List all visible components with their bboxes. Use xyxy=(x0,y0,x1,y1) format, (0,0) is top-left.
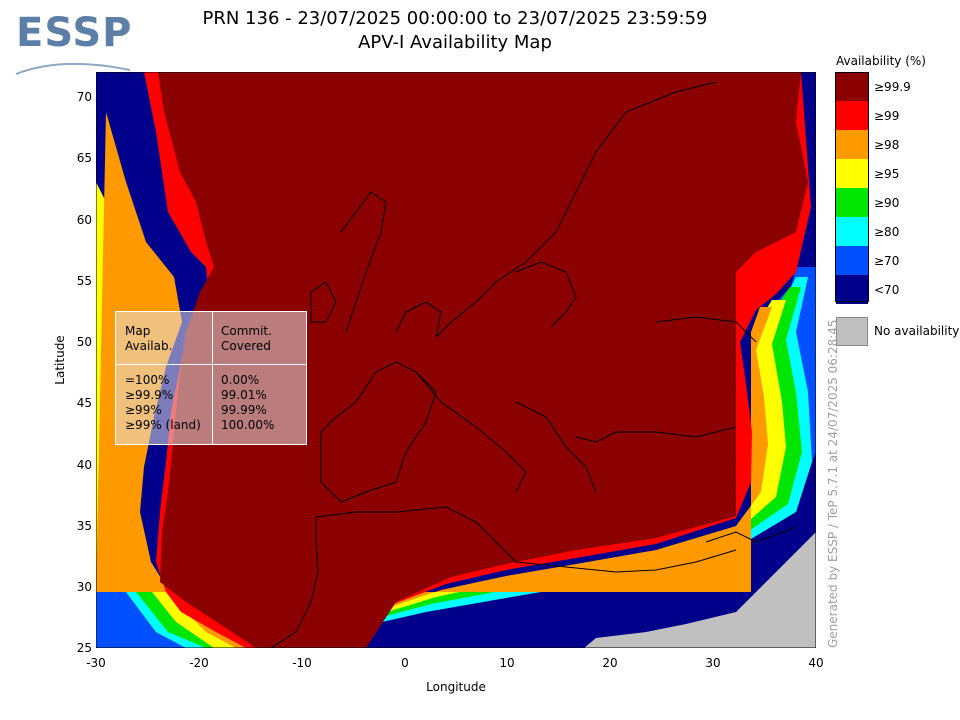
stats-avail-cell: ≥99% (land) xyxy=(125,418,201,432)
y-tick: 60 xyxy=(76,213,92,227)
legend-swatch xyxy=(836,130,868,159)
legend-label: <70 xyxy=(874,283,900,297)
legend-swatch xyxy=(836,275,868,304)
y-tick: 50 xyxy=(76,335,92,349)
coverage-stats-table: Map Availab. Commit. Covered =100% ≥99.9… xyxy=(115,311,307,445)
legend-label: ≥98 xyxy=(874,138,900,152)
x-tick: -10 xyxy=(292,656,312,670)
region-ge95 xyxy=(96,182,786,648)
stats-covered-cell: 100.00% xyxy=(221,418,275,432)
x-tick: 20 xyxy=(602,656,618,670)
generated-credit: Generated by ESSP / TeP 5.7.1 at 24/07/2… xyxy=(826,319,840,648)
legend-no-availability-swatch xyxy=(836,317,868,346)
legend-label: ≥99.9 xyxy=(874,80,911,94)
legend-label: ≥99 xyxy=(874,109,900,123)
legend-swatch xyxy=(836,101,868,130)
y-axis-label: Latitude xyxy=(53,335,67,385)
stats-covered-cell: 99.01% xyxy=(221,388,267,402)
y-tick: 70 xyxy=(76,90,92,104)
legend-label: ≥95 xyxy=(874,167,900,181)
legend-label: ≥70 xyxy=(874,254,900,268)
legend-no-availability-label: No availability xyxy=(874,324,960,338)
x-axis-label: Longitude xyxy=(426,680,486,694)
legend-title: Availability (%) xyxy=(836,54,926,68)
x-tick: 0 xyxy=(401,656,409,670)
legend-label: ≥80 xyxy=(874,225,900,239)
stats-covered-cell: 99.99% xyxy=(221,403,267,417)
page-subtitle: APV-I Availability Map xyxy=(358,32,552,53)
y-tick: 25 xyxy=(76,641,92,655)
x-tick: 30 xyxy=(705,656,721,670)
stats-covered-cell: 0.00% xyxy=(221,373,260,387)
legend-label: ≥90 xyxy=(874,196,900,210)
y-tick: 35 xyxy=(76,519,92,533)
y-tick: 30 xyxy=(76,580,92,594)
y-tick: 45 xyxy=(76,396,92,410)
availability-map[interactable] xyxy=(96,72,816,648)
page-title: PRN 136 - 23/07/2025 00:00:00 to 23/07/2… xyxy=(202,8,708,29)
stats-avail-cell: ≥99.9% xyxy=(125,388,174,402)
legend-swatch xyxy=(836,217,868,246)
stats-avail-cell: =100% xyxy=(125,373,170,387)
x-tick: -30 xyxy=(86,656,106,670)
coastlines xyxy=(270,81,797,648)
legend-swatch xyxy=(836,72,868,101)
x-tick: 10 xyxy=(499,656,515,670)
legend-swatch xyxy=(836,159,868,188)
logo-text: ESSP xyxy=(16,10,133,56)
stats-avail-cell: ≥99% xyxy=(125,403,162,417)
region-ge99-9 xyxy=(158,72,808,648)
stats-col2-header: Commit. Covered xyxy=(221,324,272,353)
y-tick: 55 xyxy=(76,274,92,288)
essp-logo xyxy=(15,62,131,75)
x-tick: -20 xyxy=(189,656,209,670)
y-tick: 65 xyxy=(76,151,92,165)
x-tick: 40 xyxy=(808,656,824,670)
y-tick: 40 xyxy=(76,458,92,472)
legend-frame xyxy=(835,72,869,302)
region-no-availability xyxy=(584,532,816,648)
legend-swatch xyxy=(836,246,868,275)
legend-swatch xyxy=(836,188,868,217)
stats-col1-header: Map Availab. xyxy=(125,324,173,353)
